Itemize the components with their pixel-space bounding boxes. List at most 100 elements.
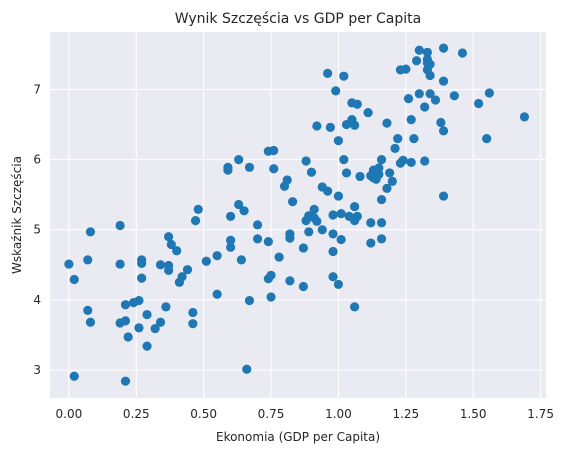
data-point <box>266 270 276 280</box>
x-tick-labels: 0.00 0.25 0.50 0.75 1.00 1.25 1.50 1.75 <box>56 407 554 421</box>
data-point <box>363 108 373 118</box>
data-point <box>193 204 203 214</box>
data-point <box>298 281 308 292</box>
data-point <box>414 89 424 99</box>
data-point <box>85 317 96 327</box>
data-point <box>323 68 333 78</box>
data-point <box>387 176 397 186</box>
data-point <box>298 243 308 253</box>
data-point <box>234 199 244 210</box>
data-point <box>382 183 392 193</box>
data-point <box>137 273 147 283</box>
data-point <box>279 181 290 191</box>
data-point <box>333 136 344 146</box>
y-tick-label: 7 <box>33 82 41 96</box>
data-point <box>438 191 449 201</box>
data-point <box>484 88 494 98</box>
data-point <box>285 233 295 243</box>
data-point <box>366 218 376 228</box>
data-point <box>306 167 317 177</box>
data-point <box>309 204 319 214</box>
data-point <box>312 216 322 226</box>
x-tick-label: 1.00 <box>325 407 352 421</box>
data-point <box>201 256 211 266</box>
data-point <box>325 122 335 132</box>
data-point <box>128 298 139 308</box>
data-point <box>406 115 416 125</box>
data-point <box>174 277 184 287</box>
data-point <box>403 94 414 104</box>
data-point <box>371 174 381 184</box>
data-point <box>123 332 133 342</box>
data-point <box>252 220 263 230</box>
data-point <box>226 242 236 252</box>
data-point <box>425 89 435 99</box>
x-tick-label: 1.50 <box>460 407 487 421</box>
data-point <box>328 229 338 239</box>
data-point <box>236 255 246 265</box>
data-point <box>142 341 152 351</box>
data-point <box>137 258 147 268</box>
data-point <box>350 120 360 130</box>
x-tick-label: 0.25 <box>123 407 150 421</box>
data-point <box>366 238 376 248</box>
data-point <box>223 165 233 175</box>
data-point <box>244 162 255 172</box>
data-point <box>182 265 193 275</box>
data-point <box>161 302 171 312</box>
x-tick-label: 1.25 <box>392 407 419 421</box>
data-point <box>269 164 279 174</box>
data-point <box>336 208 346 219</box>
data-point <box>288 197 298 207</box>
data-point <box>301 216 311 226</box>
data-point <box>312 121 322 131</box>
data-point <box>239 206 249 216</box>
data-point <box>376 234 387 244</box>
data-point <box>393 133 403 144</box>
x-tick-label: 1.75 <box>527 407 554 421</box>
data-point <box>376 194 387 205</box>
data-point <box>285 276 295 286</box>
data-point <box>274 252 284 262</box>
data-point <box>304 227 314 237</box>
data-point <box>412 56 422 66</box>
data-point <box>155 260 166 270</box>
data-points <box>64 43 530 386</box>
data-point <box>482 133 492 144</box>
data-point <box>120 376 131 386</box>
data-point <box>244 295 255 306</box>
data-point <box>188 307 198 318</box>
data-point <box>188 319 198 329</box>
data-point <box>226 235 236 245</box>
x-tick-label: 0.75 <box>258 407 285 421</box>
data-point <box>382 118 392 128</box>
data-point <box>406 157 416 168</box>
y-tick-label: 3 <box>33 363 41 377</box>
data-point <box>64 259 74 269</box>
x-axis-label: Ekonomia (GDP per Capita) <box>216 430 380 444</box>
data-point <box>420 156 430 166</box>
data-point <box>376 218 387 228</box>
y-tick-labels: 3 4 5 6 7 <box>33 82 41 376</box>
data-point <box>333 279 344 290</box>
data-point <box>420 102 430 112</box>
data-point <box>150 323 160 334</box>
y-tick-label: 4 <box>33 293 41 307</box>
data-point <box>436 117 446 128</box>
data-point <box>409 133 419 144</box>
data-point <box>234 155 244 165</box>
plot-background <box>50 32 546 398</box>
data-point <box>115 259 125 269</box>
data-point <box>339 155 349 165</box>
data-point <box>85 227 96 237</box>
data-point <box>164 232 174 242</box>
data-point <box>212 289 222 299</box>
data-point <box>166 239 176 250</box>
data-point <box>474 98 484 109</box>
data-point <box>385 168 395 178</box>
chart-title: Wynik Szczęścia vs GDP per Capita <box>175 11 421 27</box>
data-point <box>390 143 400 153</box>
data-point <box>328 246 338 257</box>
data-point <box>69 371 79 381</box>
